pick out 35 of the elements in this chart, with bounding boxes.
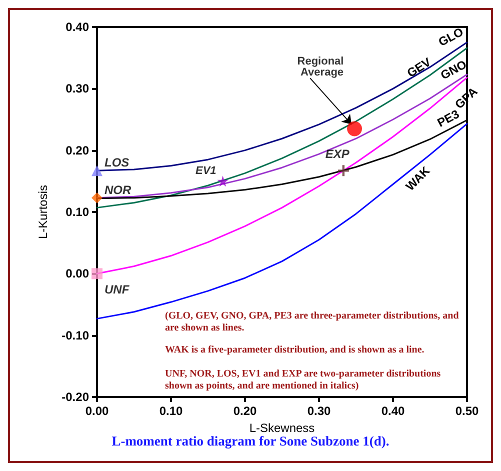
point	[338, 165, 349, 176]
point	[92, 165, 102, 176]
x-tick-label: 0.30	[307, 404, 331, 418]
y-axis-title: L-Kurtosis	[36, 184, 50, 240]
point	[92, 268, 102, 280]
x-tick-label: 0.40	[381, 404, 405, 418]
text: L-moment ratio diagram for Sone Subzone 1(d).	[112, 434, 390, 448]
text: GNO	[438, 57, 469, 82]
x-axis-title: L-Skewness	[249, 420, 315, 435]
series-label: LOS	[104, 156, 130, 170]
annotation: WAK is a five-parameter distribution, and is shown as a line.	[165, 344, 425, 356]
point	[92, 192, 102, 204]
text: GLO	[436, 24, 466, 50]
y-tick-label: -0.10	[62, 328, 90, 342]
y-tick-label: 0.00	[66, 266, 90, 281]
y-tick-label: 0.30	[66, 82, 90, 96]
y-tick-label: 0.10	[66, 205, 90, 219]
y-tick-label: -0.20	[62, 390, 90, 404]
annotation: (GLO, GEV, GNO, GPA, PE3 are three-parameter distributions, and are shown as lines.	[165, 310, 462, 334]
text: GEV	[404, 54, 434, 80]
series-label: EV1	[196, 165, 216, 178]
x-tick-label: 0.20	[233, 404, 257, 418]
series-label: UNF	[104, 282, 130, 297]
text: Regional Average	[297, 55, 347, 78]
y-tick-label: 0.40	[66, 20, 90, 34]
series-label: NOR	[104, 182, 132, 197]
series-label: EXP	[325, 147, 350, 162]
point	[217, 176, 228, 187]
annotation: UNF, NOR, LOS, EV1 and EXP are two-parameter distributions shown as points, and are mentioned in italics)	[165, 368, 444, 392]
point	[347, 121, 362, 136]
x-tick-label: 0.50	[455, 404, 479, 418]
text: PE3	[434, 106, 462, 130]
x-tick-label: 0.10	[159, 404, 183, 418]
y-tick-label: 0.20	[66, 143, 90, 158]
x-tick-label: 0.00	[85, 404, 109, 418]
